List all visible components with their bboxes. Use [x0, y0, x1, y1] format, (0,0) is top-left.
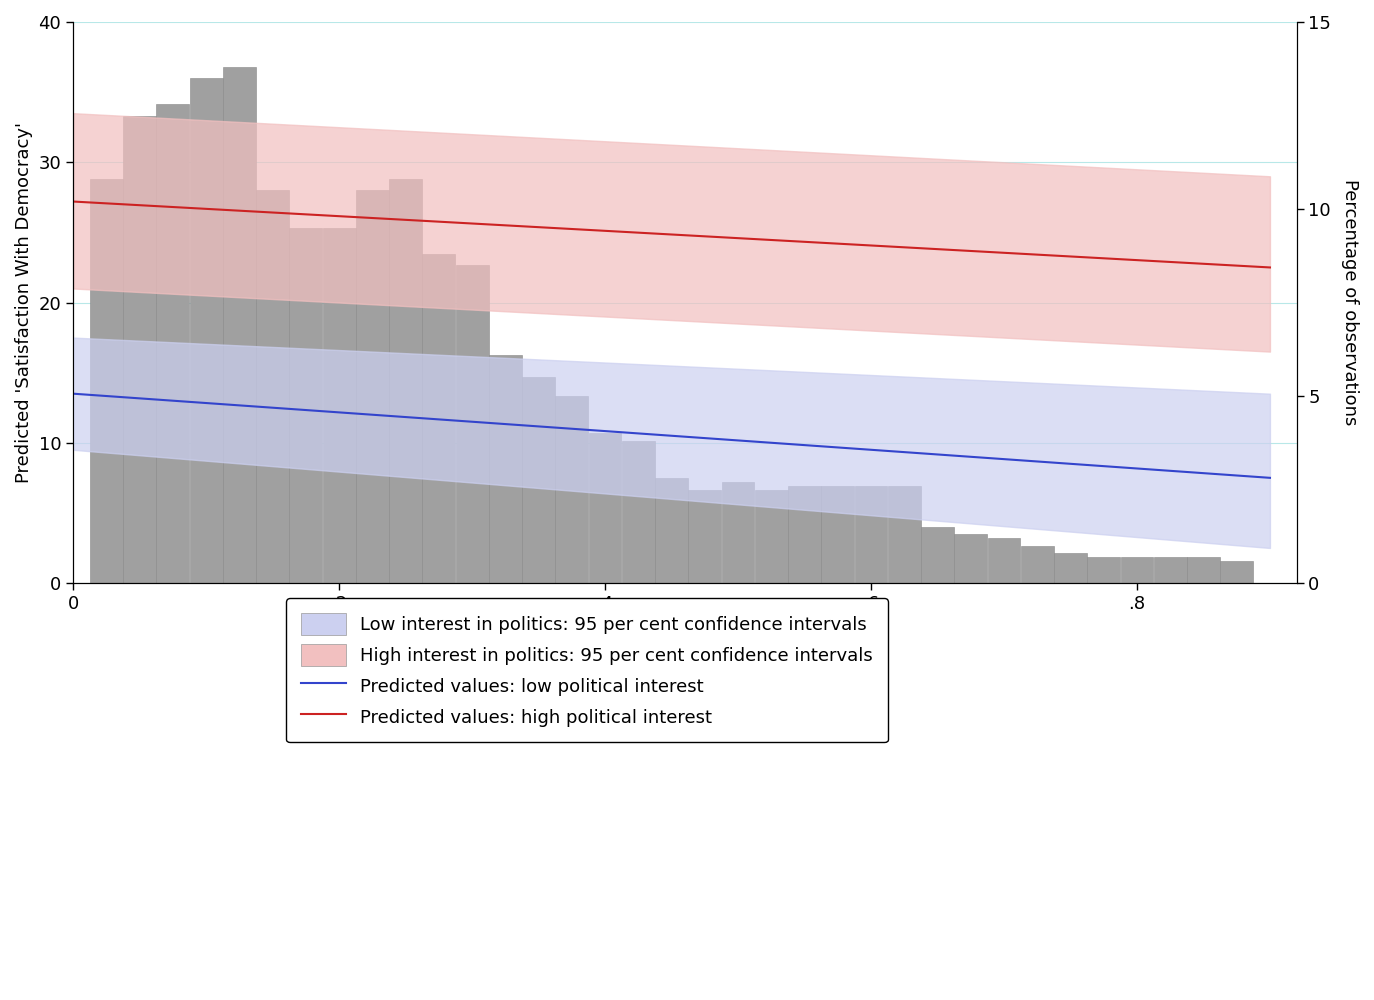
Bar	[655, 478, 688, 583]
Bar	[988, 538, 1021, 583]
Bar	[888, 486, 921, 583]
Y-axis label: Percentage of observations: Percentage of observations	[1341, 179, 1359, 426]
Bar	[1154, 557, 1187, 583]
Bar	[1054, 553, 1087, 583]
Bar	[754, 490, 787, 583]
Bar	[688, 490, 721, 583]
Bar	[1021, 546, 1054, 583]
Bar	[157, 104, 190, 583]
Bar	[789, 486, 822, 583]
Bar	[555, 396, 588, 583]
Bar	[323, 228, 356, 583]
Bar	[456, 265, 489, 583]
Legend: Low interest in politics: 95 per cent confidence intervals, High interest in pol: Low interest in politics: 95 per cent co…	[286, 598, 888, 742]
Bar	[223, 67, 256, 583]
Bar	[290, 228, 323, 583]
Bar	[522, 377, 555, 583]
Bar	[1087, 557, 1120, 583]
Bar	[588, 433, 621, 583]
Bar	[489, 355, 522, 583]
Bar	[721, 482, 754, 583]
Bar	[1121, 557, 1153, 583]
Bar	[190, 78, 223, 583]
Bar	[89, 179, 122, 583]
Bar	[124, 116, 157, 583]
Bar	[356, 190, 389, 583]
Bar	[921, 527, 954, 583]
Bar	[422, 254, 455, 583]
Bar	[822, 486, 855, 583]
Bar	[955, 534, 987, 583]
Y-axis label: Predicted 'Satisfaction With Democracy': Predicted 'Satisfaction With Democracy'	[15, 122, 33, 483]
X-axis label: Political ideology: Political ideology	[603, 618, 767, 637]
Bar	[1187, 557, 1220, 583]
Bar	[622, 441, 655, 583]
Bar	[256, 190, 289, 583]
Bar	[855, 486, 888, 583]
Bar	[1220, 561, 1253, 583]
Bar	[389, 179, 422, 583]
